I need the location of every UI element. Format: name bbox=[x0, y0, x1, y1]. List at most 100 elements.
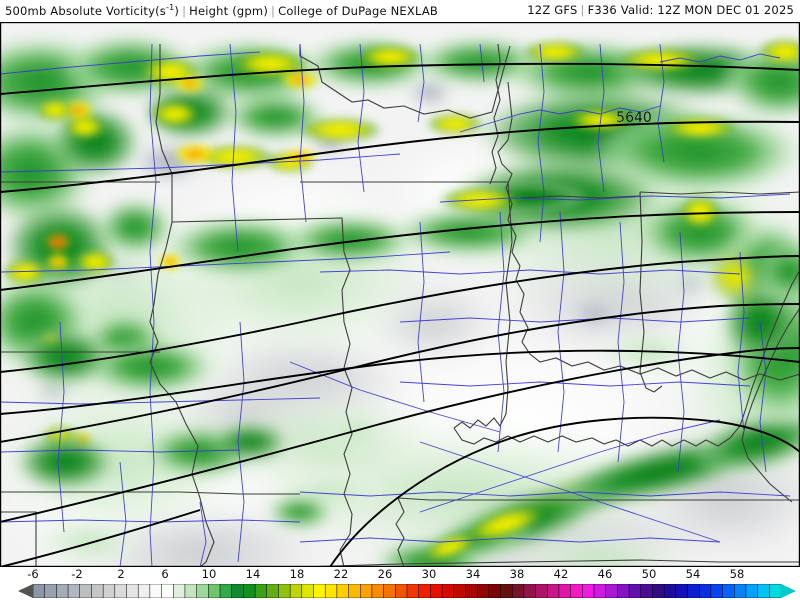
header-valid-time: F336 Valid: 12Z MON DEC 01 2025 bbox=[587, 3, 794, 17]
colorbar-swatch bbox=[652, 584, 665, 598]
colorbar-swatch bbox=[547, 584, 560, 598]
colorbar-swatch bbox=[56, 584, 69, 598]
field-south-vorticity-streak bbox=[370, 409, 800, 567]
height-contour-line bbox=[0, 120, 800, 193]
height-contour-line bbox=[0, 349, 800, 415]
colorbar-tick-label: -6 bbox=[27, 567, 39, 581]
height-contour-line bbox=[0, 347, 800, 523]
colorbar-swatch bbox=[453, 584, 466, 598]
colorbar-tick-label: 30 bbox=[421, 567, 437, 581]
colorbar-swatch bbox=[500, 584, 513, 598]
colorbar-swatch bbox=[710, 584, 724, 598]
colorbar-tick-label: 46 bbox=[597, 567, 613, 581]
colorbar-tick-label: 26 bbox=[377, 567, 393, 581]
height-contour-line bbox=[0, 303, 800, 443]
colorbar-swatch bbox=[313, 584, 326, 598]
colorbar-swatch bbox=[476, 584, 490, 598]
colorbar-swatch bbox=[231, 584, 244, 598]
colorbar-swatch bbox=[79, 584, 92, 598]
colorbar-tick-labels: -6 -2 2 6 10 14 18 22 26 30 34 38 42 46 50 54 58 bbox=[0, 567, 800, 582]
colorbar-tick-label: 18 bbox=[289, 567, 305, 581]
colorbar-swatch bbox=[617, 584, 630, 598]
contour-label-text: 5640 bbox=[616, 110, 652, 126]
colorbar-tick-label: 2 bbox=[117, 567, 125, 581]
colorbar-swatch bbox=[348, 584, 361, 598]
colorbar-swatch bbox=[254, 584, 268, 598]
height-contour-line bbox=[329, 416, 800, 567]
colorbar-tick-label: 10 bbox=[201, 567, 217, 581]
map-canvas[interactable]: 5640 bbox=[0, 22, 800, 567]
colorbar-swatch bbox=[511, 584, 525, 598]
colorbar-swatch bbox=[173, 584, 186, 598]
colorbar-swatch bbox=[278, 584, 291, 598]
colorbar-tick-label: 14 bbox=[245, 567, 261, 581]
interstate-highways-layer bbox=[0, 43, 791, 567]
units-exponent: -1 bbox=[166, 3, 175, 12]
header-separator-3: | bbox=[580, 3, 585, 17]
height-contour-line bbox=[0, 211, 800, 291]
colorbar-swatch bbox=[640, 584, 653, 598]
colorbar-swatch bbox=[371, 584, 385, 598]
height-contour-line bbox=[0, 509, 201, 567]
colorbar-swatch bbox=[687, 584, 700, 598]
colorbar-swatch bbox=[698, 584, 712, 598]
colorbar-swatch bbox=[324, 584, 338, 598]
colorbar-swatch bbox=[289, 584, 303, 598]
colorbar-swatch bbox=[582, 584, 595, 598]
height-contour-line bbox=[0, 255, 800, 373]
colorbar-tick-label: 54 bbox=[685, 567, 701, 581]
colorbar-swatch bbox=[570, 584, 583, 598]
colorbar-swatch bbox=[488, 584, 501, 598]
colorbar-swatch bbox=[44, 584, 57, 598]
colorbar-swatch bbox=[114, 584, 127, 598]
colorbar-swatch bbox=[605, 584, 618, 598]
colorbar-swatch bbox=[663, 584, 677, 598]
colorbar-swatch bbox=[184, 584, 198, 598]
colorbar-tick-label: 34 bbox=[465, 567, 481, 581]
colorbar-swatch bbox=[32, 584, 46, 598]
colorbar-tick-label: -2 bbox=[71, 567, 83, 581]
header-right-title: 12Z GFS | F336 Valid: 12Z MON DEC 01 2025 bbox=[527, 3, 794, 17]
colorbar-swatch bbox=[395, 584, 408, 598]
colorbar-swatch bbox=[219, 584, 233, 598]
colorbar-swatch bbox=[161, 584, 174, 598]
colorbar-tick-label: 58 bbox=[729, 567, 745, 581]
colorbar-swatch bbox=[593, 584, 607, 598]
colorbar-swatch bbox=[745, 584, 759, 598]
state-borders-layer bbox=[0, 43, 800, 567]
colorbar-swatch bbox=[769, 584, 782, 598]
colorbar-swatch bbox=[675, 584, 688, 598]
map-header: 500mb Absolute Vorticity(s-1) | Height (gp… bbox=[0, 0, 800, 22]
colorbar-swatch bbox=[360, 584, 373, 598]
contour-label-5640: 5640 bbox=[616, 110, 652, 126]
map-svg: 5640 bbox=[0, 22, 800, 567]
colorbar-right-arrow bbox=[781, 584, 796, 598]
units-open: (s bbox=[155, 3, 166, 18]
header-field-units: (s-1) bbox=[155, 3, 179, 18]
colorbar-tick-label: 6 bbox=[161, 567, 169, 581]
colorbar-svg bbox=[18, 584, 796, 598]
colorbar-tick-label: 22 bbox=[333, 567, 349, 581]
colorbar-swatch bbox=[149, 584, 163, 598]
colorbar-tick-label: 50 bbox=[641, 567, 657, 581]
colorbar-left-arrow bbox=[18, 584, 33, 598]
colorbar-swatch bbox=[722, 584, 735, 598]
header-left-title: 500mb Absolute Vorticity(s-1) | Height (gp… bbox=[5, 3, 438, 18]
vorticity-field-layer: 5640 bbox=[0, 22, 800, 567]
colorbar-swatch bbox=[243, 584, 256, 598]
colorbar-swatch bbox=[102, 584, 116, 598]
colorbar-swatch bbox=[266, 584, 279, 598]
header-model-run: 12Z GFS bbox=[527, 3, 578, 17]
colorbar-swatch bbox=[628, 584, 642, 598]
colorbar-swatch bbox=[406, 584, 420, 598]
colorbar-swatch bbox=[67, 584, 81, 598]
colorbar-swatch bbox=[430, 584, 443, 598]
colorbar-swatch bbox=[91, 584, 104, 598]
header-param-height: Height (gpm) bbox=[189, 3, 269, 18]
height-contours-layer bbox=[0, 62, 800, 567]
header-source: College of DuPage NEXLAB bbox=[278, 3, 439, 18]
colorbar-swatch bbox=[196, 584, 209, 598]
colorbar-strip bbox=[0, 584, 800, 598]
colorbar-tick-label: 42 bbox=[553, 567, 569, 581]
